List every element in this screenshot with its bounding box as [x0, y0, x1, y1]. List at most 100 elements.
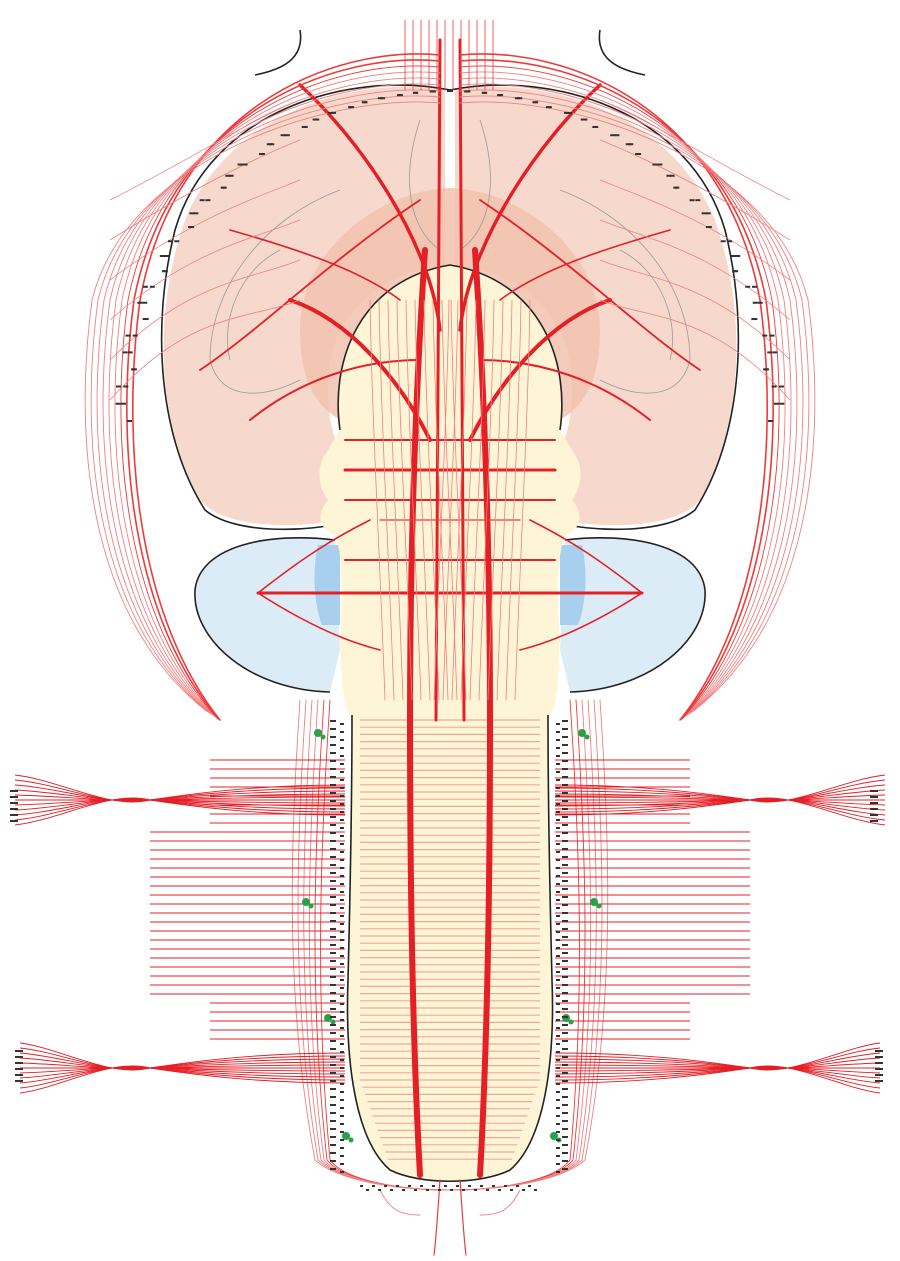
label-mark	[556, 795, 560, 797]
label-mark	[330, 944, 336, 946]
label-mark	[556, 771, 560, 773]
label-mark	[556, 1083, 560, 1085]
label-mark	[340, 1099, 344, 1101]
label-mark	[448, 90, 453, 92]
label-mark	[330, 744, 336, 746]
label-mark	[752, 285, 758, 288]
label-mark	[556, 811, 560, 813]
label-mark	[556, 947, 560, 949]
encircling-tract	[96, 89, 441, 714]
label-mark	[10, 820, 18, 822]
label-mark	[349, 106, 355, 109]
encircling-tract	[459, 71, 786, 717]
label-mark	[556, 995, 560, 997]
label-mark	[340, 779, 344, 781]
label-mark	[340, 787, 344, 789]
label-mark	[205, 199, 211, 202]
label-mark	[562, 792, 568, 794]
arc-tract	[479, 199, 701, 371]
label-mark	[122, 351, 128, 354]
label-mark	[132, 334, 138, 337]
label-mark	[340, 771, 344, 773]
label-mark	[720, 240, 726, 243]
internal-fiber	[414, 299, 431, 701]
label-mark	[562, 1112, 568, 1114]
limb-plexus-left	[19, 1065, 346, 1094]
label-mark	[562, 1152, 568, 1154]
label-mark	[628, 143, 634, 146]
label-mark	[556, 1067, 560, 1069]
label-mark	[340, 1163, 344, 1165]
arc-tract	[199, 199, 421, 371]
label-mark	[870, 814, 878, 816]
label-mark	[556, 747, 560, 749]
label-mark	[142, 285, 148, 288]
label-mark	[562, 1104, 568, 1106]
label-mark	[340, 1067, 344, 1069]
label-mark	[330, 840, 336, 842]
label-mark	[340, 811, 344, 813]
label-mark	[562, 880, 568, 882]
label-mark	[330, 896, 336, 898]
label-mark	[413, 91, 419, 94]
label-mark	[614, 134, 620, 137]
label-mark	[149, 285, 155, 288]
cranial-nerve-right	[599, 299, 791, 401]
brainstem	[319, 265, 581, 720]
label-mark	[302, 125, 308, 128]
label-mark	[340, 987, 344, 989]
cranial-nerve-right	[599, 259, 791, 361]
label-mark	[340, 1107, 344, 1109]
label-mark	[562, 824, 568, 826]
label-mark	[556, 1059, 560, 1061]
ganglion-node	[568, 1019, 574, 1025]
label-mark	[330, 984, 336, 986]
cerebellar-tract	[257, 519, 371, 594]
label-mark	[592, 125, 598, 128]
label-mark	[556, 1123, 560, 1125]
label-mark	[562, 952, 568, 954]
cranial-nerve-left	[109, 219, 301, 321]
label-mark	[340, 1115, 344, 1117]
label-mark	[610, 134, 616, 137]
label-mark	[408, 1185, 411, 1187]
label-mark	[556, 787, 560, 789]
label-mark	[562, 840, 568, 842]
label-mark	[875, 1068, 883, 1070]
label-mark	[340, 1019, 344, 1021]
label-mark	[340, 931, 344, 933]
label-mark	[562, 1144, 568, 1146]
label-mark	[673, 186, 679, 189]
label-mark	[556, 1091, 560, 1093]
label-mark	[562, 776, 568, 778]
internal-fiber	[433, 299, 450, 701]
label-mark	[556, 955, 560, 957]
ganglion-node	[584, 734, 590, 740]
label-mark	[340, 1123, 344, 1125]
limb-plexus-right	[554, 1065, 881, 1094]
label-mark	[562, 800, 568, 802]
ganglion-node	[596, 903, 602, 909]
label-mark	[556, 859, 560, 861]
label-mark	[127, 420, 132, 422]
ganglion-node	[308, 903, 314, 909]
label-mark	[340, 899, 344, 901]
label-mark	[380, 97, 386, 100]
arc-tract	[229, 229, 401, 301]
label-mark	[228, 174, 234, 177]
encircling-tract	[459, 95, 810, 713]
cerebellum-right-accent	[560, 545, 586, 625]
label-mark	[115, 402, 121, 405]
internal-fiber	[450, 299, 467, 701]
label-mark	[266, 143, 272, 146]
label-mark	[562, 912, 568, 914]
label-mark	[330, 1080, 336, 1082]
encircling-tract	[102, 83, 441, 715]
encircling-tract	[459, 77, 792, 716]
label-mark	[562, 1088, 568, 1090]
label-mark	[330, 1152, 336, 1154]
label-mark	[763, 368, 769, 371]
brainstem-spinal	[319, 264, 581, 1183]
label-mark	[414, 1189, 417, 1191]
